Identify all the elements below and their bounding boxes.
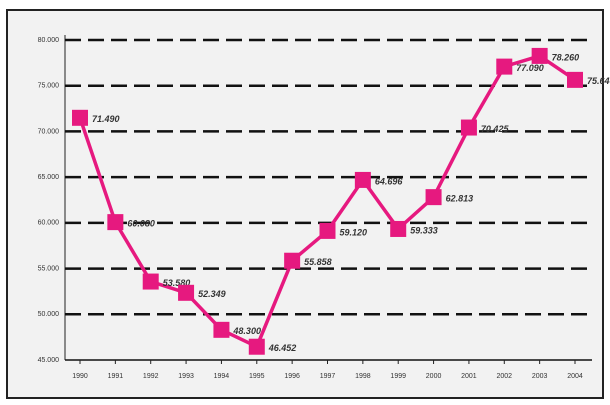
value-label: 70.425 <box>481 124 510 134</box>
y-tick-label: 50.000 <box>38 311 60 318</box>
x-tick-label: 2004 <box>567 373 583 380</box>
x-tick-label: 1997 <box>320 373 336 380</box>
value-label: 52.349 <box>198 289 226 299</box>
value-label: 78.260 <box>552 52 580 62</box>
marker <box>319 222 336 239</box>
x-tick-label: 1990 <box>72 373 88 380</box>
value-label: 77.090 <box>516 63 544 73</box>
value-label: 46.452 <box>268 343 297 353</box>
y-tick-label: 65.000 <box>38 174 60 181</box>
marker <box>460 119 477 136</box>
marker <box>425 189 442 206</box>
value-label: 59.120 <box>340 227 368 237</box>
marker <box>354 171 371 188</box>
marker <box>107 214 124 231</box>
marker <box>142 273 159 290</box>
value-label: 71.490 <box>92 114 120 124</box>
x-tick-label: 1993 <box>178 373 194 380</box>
y-tick-label: 55.000 <box>38 265 60 272</box>
marker <box>390 220 407 237</box>
marker <box>567 71 583 88</box>
y-tick-label: 70.000 <box>38 128 60 135</box>
x-tick-label: 1998 <box>355 373 371 380</box>
x-tick-label: 2000 <box>426 373 442 380</box>
marker <box>213 321 230 338</box>
value-label: 59.333 <box>410 225 438 235</box>
value-label: 55.858 <box>304 257 332 267</box>
marker <box>284 252 301 269</box>
x-tick-label: 2002 <box>496 373 512 380</box>
x-tick-label: 1996 <box>284 373 300 380</box>
value-label: 64.696 <box>375 176 404 186</box>
x-tick-label: 1991 <box>108 373 124 380</box>
x-tick-label: 1992 <box>143 373 159 380</box>
marker <box>496 58 513 75</box>
marker <box>531 47 548 64</box>
value-label: 53.580 <box>163 278 191 288</box>
x-tick-label: 1994 <box>214 373 230 380</box>
value-label: 62.813 <box>446 194 474 204</box>
y-tick-label: 45.000 <box>38 357 60 364</box>
y-tick-label: 60.000 <box>38 220 60 227</box>
value-label: 75.640 <box>587 76 610 86</box>
marker <box>178 284 195 301</box>
x-tick-label: 2003 <box>532 373 548 380</box>
value-label: 48.300 <box>232 326 261 336</box>
marker <box>72 109 88 126</box>
chart-frame <box>6 9 604 399</box>
x-tick-label: 2001 <box>461 373 477 380</box>
x-tick-label: 1995 <box>249 373 265 380</box>
x-tick-label: 1999 <box>390 373 406 380</box>
y-tick-label: 80.000 <box>38 37 60 44</box>
value-label: 60.080 <box>127 219 155 229</box>
y-tick-label: 75.000 <box>38 83 60 90</box>
marker <box>248 338 265 355</box>
